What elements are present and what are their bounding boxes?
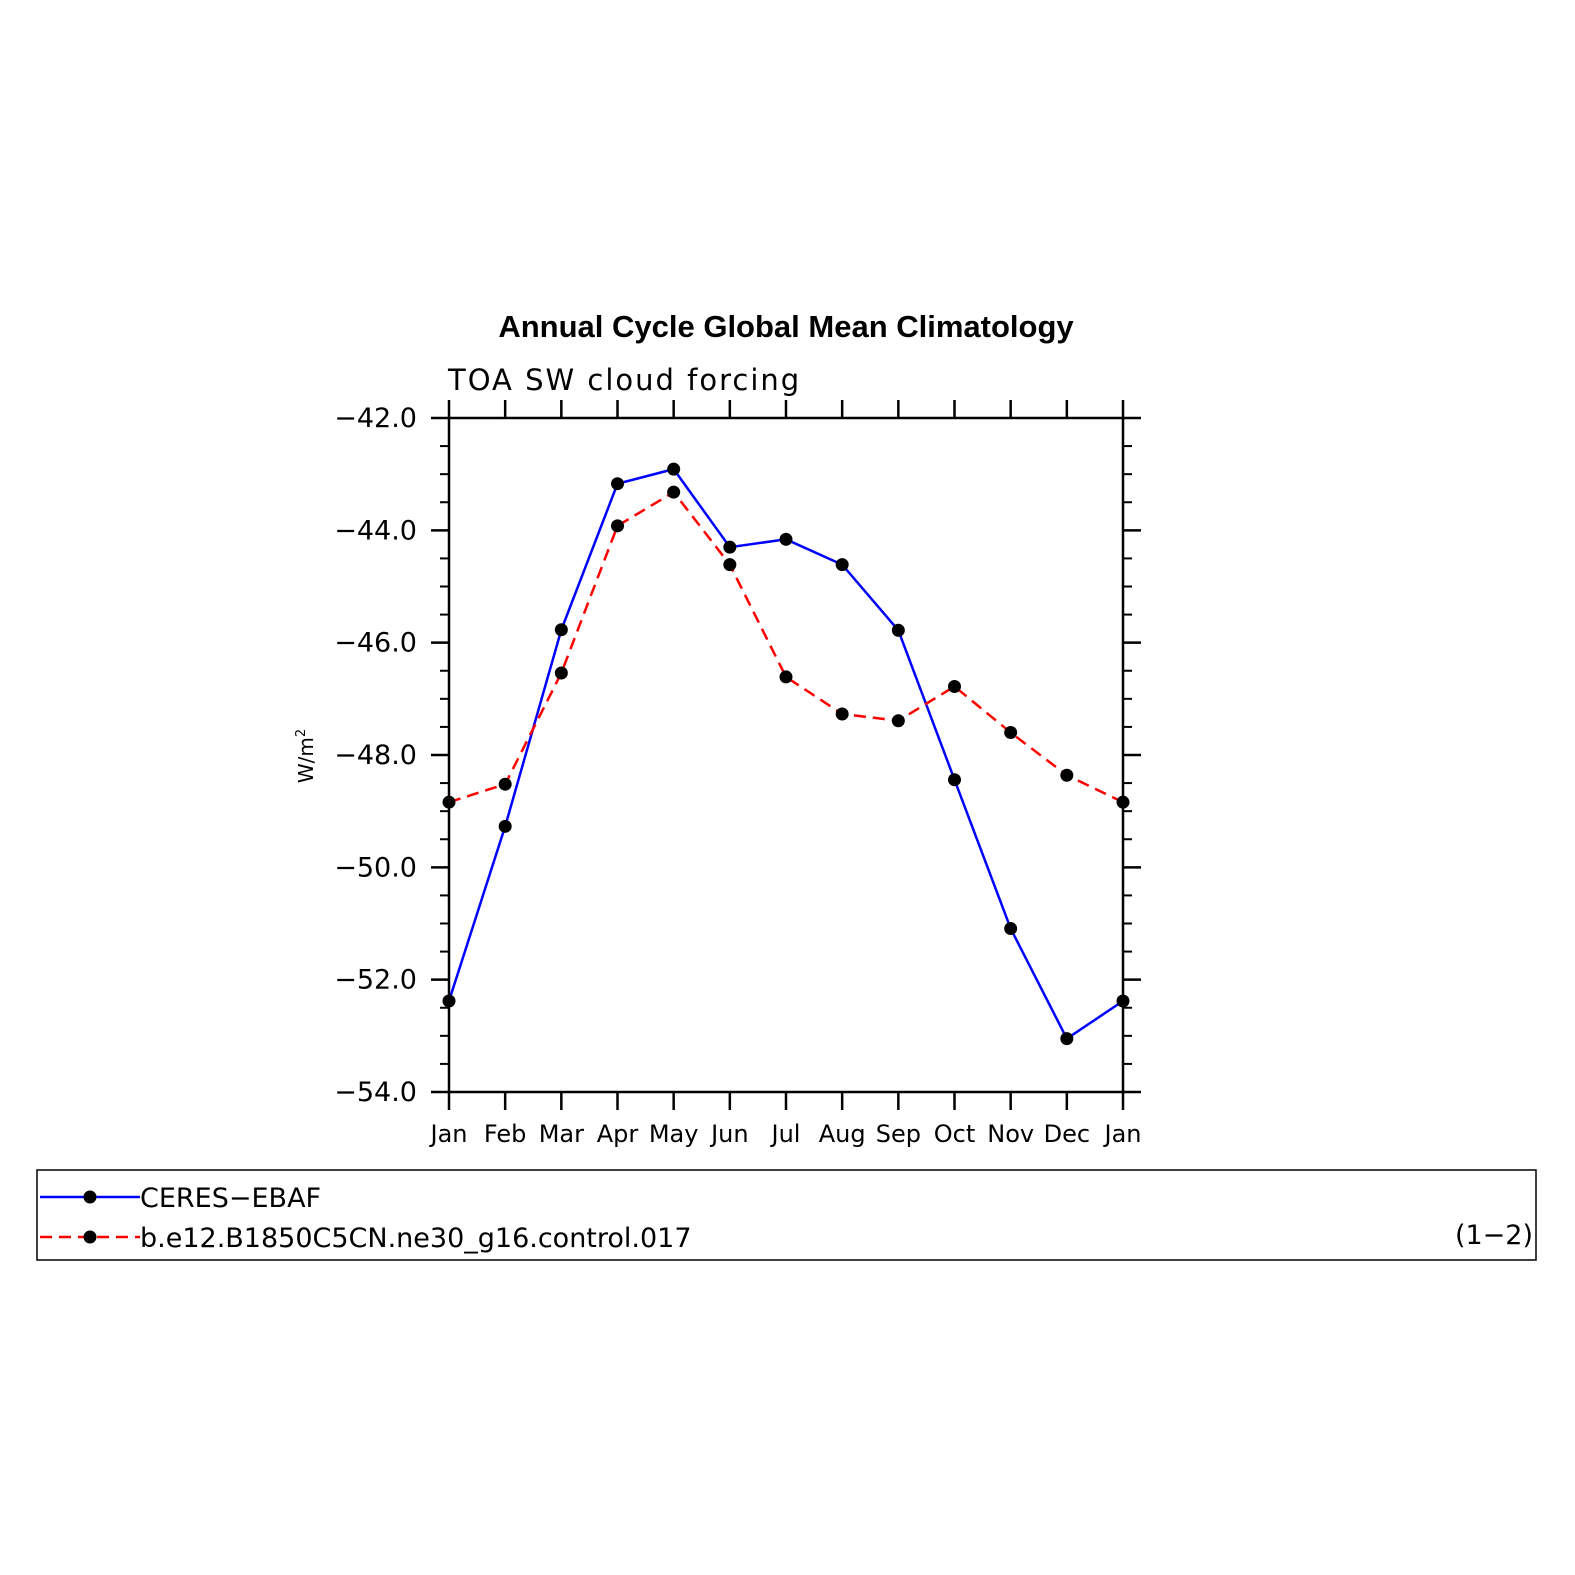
x-tick-label: Jul xyxy=(770,1120,801,1148)
data-point xyxy=(611,477,624,491)
series-2 xyxy=(442,485,1130,809)
axis-ticks xyxy=(431,400,1141,1110)
x-tick-label: Nov xyxy=(987,1120,1034,1148)
data-point xyxy=(667,485,681,499)
x-tick-label: Dec xyxy=(1044,1120,1090,1148)
legend-entry: CERES−EBAF xyxy=(40,1183,321,1214)
y-tick-label: −48.0 xyxy=(334,740,417,771)
data-point xyxy=(723,558,737,572)
x-tick-label: Mar xyxy=(539,1120,584,1148)
data-point xyxy=(554,666,568,680)
panel-label: (1−2) xyxy=(1455,1220,1533,1251)
data-point xyxy=(498,777,512,791)
chart-title: Annual Cycle Global Mean Climatology xyxy=(498,309,1074,344)
legend-swatch-marker xyxy=(83,1190,97,1204)
data-point xyxy=(779,670,793,684)
x-tick-label: Aug xyxy=(819,1120,866,1148)
data-point xyxy=(667,462,681,476)
series-1 xyxy=(442,462,1130,1046)
data-point xyxy=(498,819,512,833)
legend-label: CERES−EBAF xyxy=(140,1183,321,1214)
x-tick-label: Jan xyxy=(1103,1120,1142,1148)
data-point xyxy=(611,519,624,533)
legend-swatch-marker xyxy=(83,1230,97,1244)
legend-entries: CERES−EBAF b.e12.B1850C5CN.ne30_g16.contr… xyxy=(40,1183,692,1254)
x-tick-label: Jun xyxy=(709,1120,749,1148)
plot-border xyxy=(447,416,1125,1094)
chart-subtitle: TOA SW cloud forcing xyxy=(447,363,801,397)
data-point xyxy=(779,532,793,546)
legend-label: b.e12.B1850C5CN.ne30_g16.control.017 xyxy=(140,1223,692,1254)
data-point xyxy=(442,795,456,809)
plot-frame xyxy=(447,416,1125,1094)
x-tick-label: Feb xyxy=(484,1120,527,1148)
data-point xyxy=(442,994,456,1008)
x-tick-label: May xyxy=(649,1120,699,1148)
y-axis-label-superscript: 2 xyxy=(294,729,309,737)
y-axis-label-text: W/m xyxy=(294,737,318,783)
data-point xyxy=(554,623,568,637)
y-tick-label: −52.0 xyxy=(334,965,417,996)
svg-text:W/m2: W/m2 xyxy=(294,729,318,783)
data-point xyxy=(891,714,905,728)
series-line xyxy=(447,467,1124,1041)
data-point xyxy=(948,679,961,693)
data-point xyxy=(948,773,961,787)
data-point xyxy=(835,558,849,572)
data-point xyxy=(891,623,905,637)
legend-entry: b.e12.B1850C5CN.ne30_g16.control.017 xyxy=(40,1223,692,1254)
series-layer xyxy=(442,462,1130,1046)
y-tick-label: −46.0 xyxy=(334,628,417,659)
y-tick-labels: −54.0 −52.0 −50.0 −48.0 −46.0 −44.0 −42.0 xyxy=(334,403,417,1108)
data-point xyxy=(1116,994,1130,1008)
y-tick-label: −54.0 xyxy=(334,1077,417,1108)
x-tick-label: Apr xyxy=(597,1120,639,1148)
data-point xyxy=(723,540,737,554)
y-axis-label: W/m2 xyxy=(294,729,318,783)
data-point xyxy=(1004,726,1018,740)
x-tick-label: Oct xyxy=(934,1120,976,1148)
y-tick-label: −50.0 xyxy=(334,852,417,883)
data-point xyxy=(1060,1032,1074,1046)
y-tick-label: −42.0 xyxy=(334,403,417,434)
legend: CERES−EBAF b.e12.B1850C5CN.ne30_g16.contr… xyxy=(36,1169,1537,1261)
x-tick-label: Sep xyxy=(876,1120,921,1148)
x-tick-labels: Jan Feb Mar Apr May Jun Jul Aug Sep Oct Nov Dec Jan xyxy=(429,1120,1142,1148)
x-tick-label: Jan xyxy=(429,1120,468,1148)
y-tick-label: −44.0 xyxy=(334,515,417,546)
legend-box xyxy=(36,1169,1537,1261)
data-point xyxy=(1060,768,1074,782)
data-point xyxy=(1116,795,1130,809)
data-point xyxy=(835,707,849,721)
data-point xyxy=(1004,922,1018,936)
